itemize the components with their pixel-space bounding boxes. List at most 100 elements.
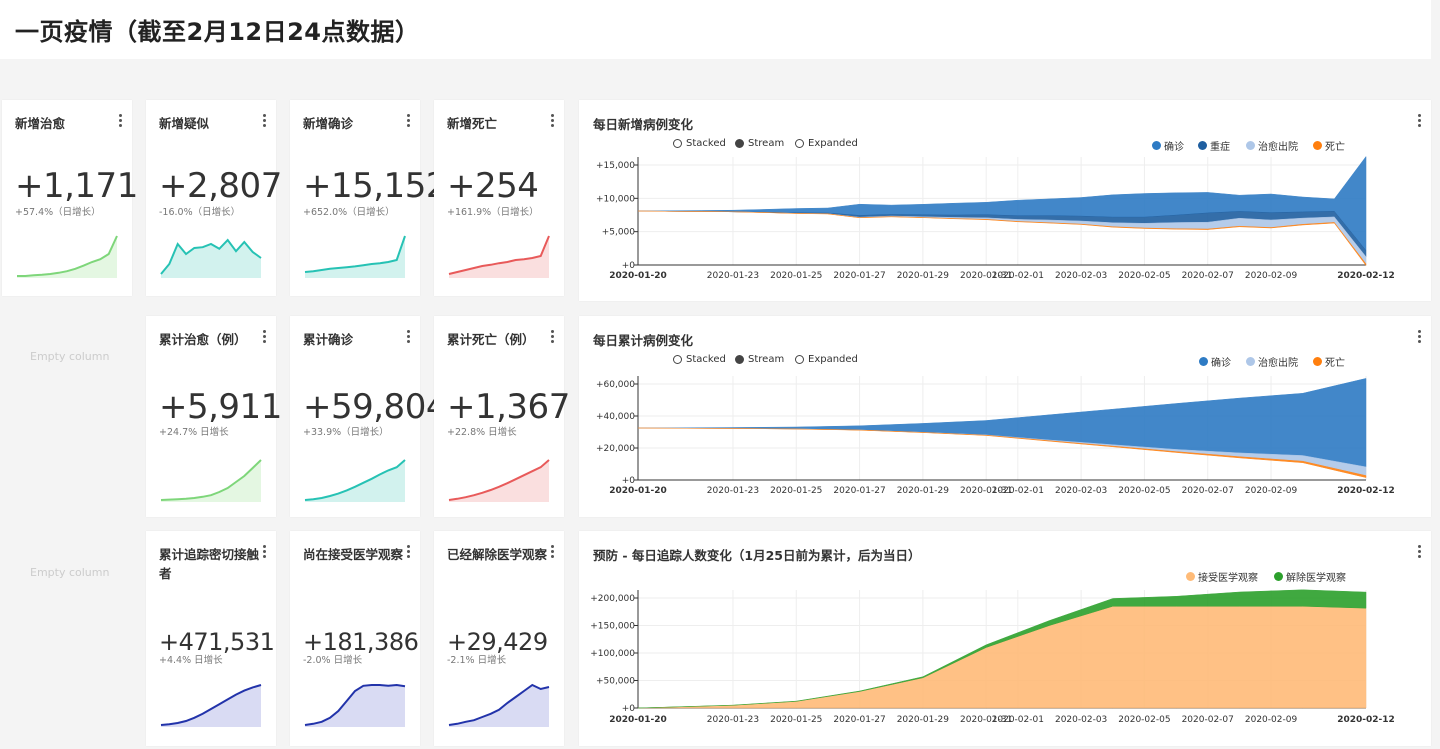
stacked-toggle[interactable]: Stacked [673, 354, 726, 365]
kpi-title: 累计确诊 [303, 332, 354, 347]
x-tick-label: 2020-01-27 [833, 486, 885, 496]
more-menu-icon[interactable] [261, 545, 267, 561]
sparkline [448, 683, 550, 727]
kpi-value: +29,429 [447, 628, 548, 656]
x-tick-label: 2020-02-09 [1245, 715, 1298, 725]
kpi-value: +1,171 [15, 166, 138, 206]
legend-released[interactable]: 解除医学观察 [1274, 569, 1346, 584]
more-menu-icon[interactable] [405, 545, 411, 561]
x-tick-label: 2020-01-29 [897, 486, 950, 496]
y-tick-label: +200,000 [590, 594, 635, 604]
page-title: 一页疫情（截至2月12日24点数据） [15, 18, 420, 46]
sparkline-line [448, 683, 550, 726]
sparkline-area [449, 685, 549, 727]
sparkline-area [17, 236, 117, 278]
more-menu-icon[interactable] [1416, 545, 1422, 561]
kpi-growth: +22.8% 日增长 [447, 427, 517, 438]
sparkline-line [304, 683, 406, 726]
y-tick-label: +0 [622, 476, 636, 486]
x-tick-label: 2020-01-31 [960, 486, 1012, 496]
x-tick-label: 2020-02-01 [992, 271, 1044, 281]
x-tick-label: 2020-01-25 [770, 715, 822, 725]
stream-toggle[interactable]: Stream [735, 138, 784, 149]
y-tick-label: +15,000 [596, 161, 635, 171]
x-tick-label: 2020-02-05 [1118, 271, 1170, 281]
legend-cured[interactable]: 治愈出院 [1246, 354, 1298, 369]
legend-death[interactable]: 死亡 [1313, 138, 1345, 153]
kpi-growth: +57.4%（日增长） [15, 207, 101, 218]
empty-column-row3: Empty column [30, 566, 110, 579]
more-menu-icon[interactable] [549, 330, 555, 346]
x-tick-label: 2020-01-31 [960, 271, 1012, 281]
y-tick-label: +5,000 [602, 228, 636, 238]
kpi-title: 尚在接受医学观察 [303, 547, 404, 562]
kpi-title: 新增疑似 [159, 116, 210, 131]
sparkline [448, 235, 550, 278]
legend-confirmed[interactable]: 确诊 [1199, 354, 1231, 369]
sparkline-area [161, 460, 261, 502]
chart-title: 每日累计病例变化 [593, 333, 694, 348]
more-menu-icon[interactable] [1416, 330, 1422, 346]
legend-confirmed[interactable]: 确诊 [1152, 138, 1184, 153]
x-tick-label: 2020-01-27 [833, 715, 885, 725]
legend-severe[interactable]: 重症 [1198, 138, 1230, 153]
sparkline-area [449, 460, 549, 502]
x-tick-label: 2020-02-05 [1118, 486, 1170, 496]
stacked-toggle[interactable]: Stacked [673, 138, 726, 149]
legend-death[interactable]: 死亡 [1313, 354, 1345, 369]
sparkline-line [160, 684, 262, 726]
kpi-value: +59,804 [303, 387, 447, 427]
x-tick-label: 2020-02-01 [992, 486, 1044, 496]
kpi-value: +181,386 [303, 628, 419, 656]
x-tick-label: 2020-01-20 [609, 486, 667, 496]
expanded-toggle[interactable]: Expanded [795, 138, 858, 149]
expanded-toggle[interactable]: Expanded [795, 354, 858, 365]
sparkline-area [449, 236, 549, 278]
y-tick-label: +50,000 [596, 677, 635, 687]
sparkline [160, 238, 262, 278]
x-tick-label: 2020-02-01 [992, 715, 1044, 725]
more-menu-icon[interactable] [549, 114, 555, 130]
kpi-title: 累计追踪密切接触者 [159, 547, 260, 581]
radio-icon [735, 139, 744, 148]
x-tick-label: 2020-02-12 [1337, 486, 1395, 496]
kpi-value: +1,367 [447, 387, 570, 427]
chart-plot-tracking: +200,000+150,000+100,000+50,000+02020-01… [590, 589, 1395, 725]
x-tick-label: 2020-02-12 [1337, 271, 1395, 281]
sparkline-line [160, 238, 262, 275]
radio-icon [735, 355, 744, 364]
x-tick-label: 2020-02-09 [1245, 271, 1298, 281]
kpi-card-row3-0: 累计追踪密切接触者 +471,531 +4.4% 日增长 [146, 531, 276, 746]
x-tick-label: 2020-01-20 [609, 271, 667, 281]
sparkline [448, 459, 550, 502]
legend-cured[interactable]: 治愈出院 [1246, 138, 1298, 153]
series-area-死亡 [637, 427, 1367, 478]
x-tick-label: 2020-02-07 [1182, 486, 1234, 496]
radio-icon [673, 139, 682, 148]
more-menu-icon[interactable] [405, 330, 411, 346]
sparkline [304, 683, 406, 727]
more-menu-icon[interactable] [261, 114, 267, 130]
legend-observing[interactable]: 接受医学观察 [1186, 569, 1258, 584]
more-menu-icon[interactable] [549, 545, 555, 561]
x-tick-label: 2020-02-03 [1055, 715, 1107, 725]
sparkline-line [160, 459, 262, 501]
more-menu-icon[interactable] [117, 114, 123, 130]
y-tick-label: +10,000 [596, 194, 635, 204]
sparkline-line [304, 459, 406, 501]
series-area-重症 [637, 210, 1367, 258]
y-tick-label: +40,000 [596, 412, 635, 422]
empty-column-row2: Empty column [30, 350, 110, 363]
more-menu-icon[interactable] [405, 114, 411, 130]
x-tick-label: 2020-01-23 [707, 271, 759, 281]
stream-toggle[interactable]: Stream [735, 354, 784, 365]
sparkline-area [305, 236, 405, 278]
kpi-growth: +33.9%（日增长） [303, 427, 389, 438]
more-menu-icon[interactable] [261, 330, 267, 346]
kpi-title: 累计死亡（例） [447, 332, 535, 347]
kpi-value: +15,152 [303, 166, 447, 206]
y-tick-label: +20,000 [596, 444, 635, 454]
series-area-确诊 [637, 155, 1367, 252]
more-menu-icon[interactable] [1416, 114, 1422, 130]
